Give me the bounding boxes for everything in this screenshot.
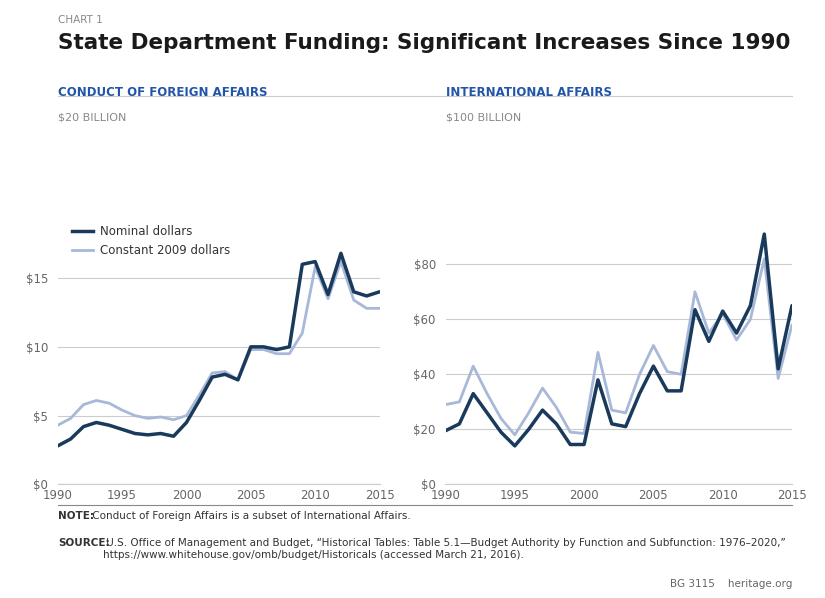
Legend: Nominal dollars, Constant 2009 dollars: Nominal dollars, Constant 2009 dollars: [67, 221, 235, 262]
Text: $100 BILLION: $100 BILLION: [446, 112, 521, 123]
Text: INTERNATIONAL AFFAIRS: INTERNATIONAL AFFAIRS: [446, 86, 611, 99]
Text: BG 3115    heritage.org: BG 3115 heritage.org: [670, 579, 792, 589]
Text: NOTE:: NOTE:: [58, 511, 94, 521]
Text: $20 BILLION: $20 BILLION: [58, 112, 126, 123]
Text: Conduct of Foreign Affairs is a subset of International Affairs.: Conduct of Foreign Affairs is a subset o…: [89, 511, 411, 521]
Text: U.S. Office of Management and Budget, “Historical Tables: Table 5.1—Budget Autho: U.S. Office of Management and Budget, “H…: [103, 538, 786, 560]
Text: SOURCE:: SOURCE:: [58, 538, 110, 548]
Text: State Department Funding: Significant Increases Since 1990: State Department Funding: Significant In…: [58, 33, 790, 53]
Text: CONDUCT OF FOREIGN AFFAIRS: CONDUCT OF FOREIGN AFFAIRS: [58, 86, 267, 99]
Text: CHART 1: CHART 1: [58, 15, 102, 25]
